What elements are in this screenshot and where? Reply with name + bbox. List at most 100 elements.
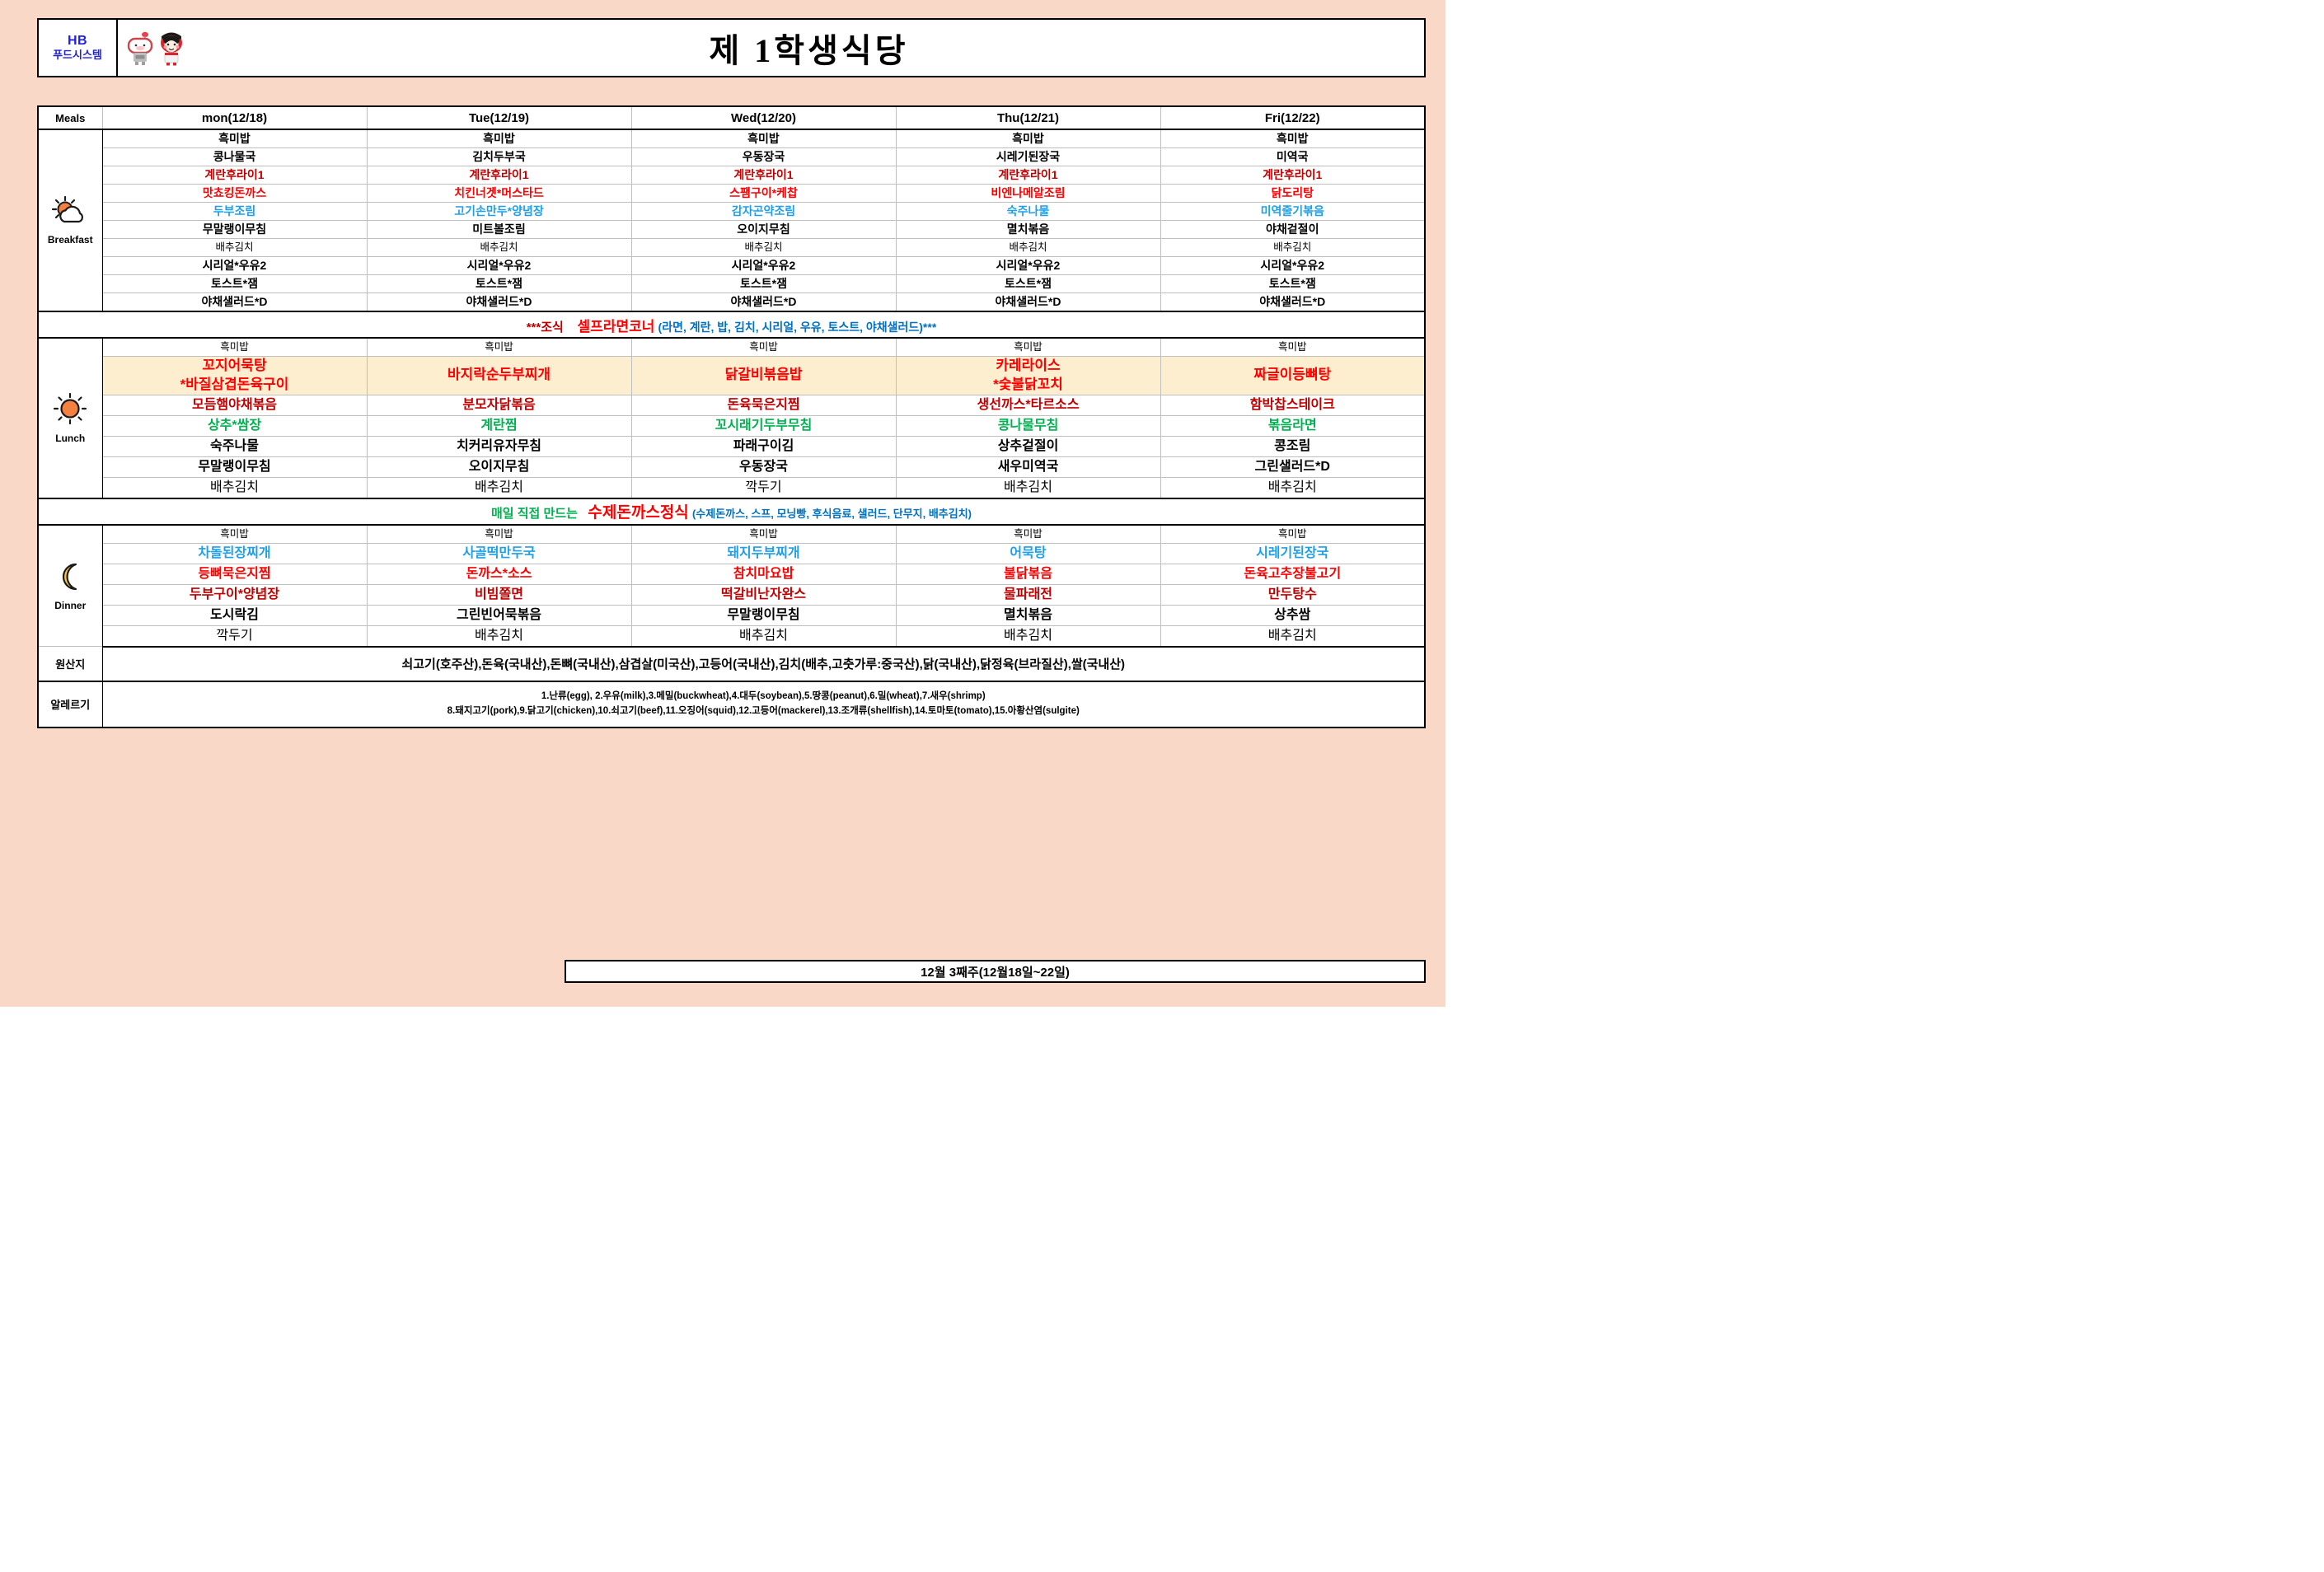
lunch-cell: 상추*쌈장 xyxy=(101,414,368,437)
breakfast-cell: 숙주나물 xyxy=(895,202,1161,221)
breakfast-cell: 흑미밥 xyxy=(630,129,897,148)
lunch-special-line2: *숯불닭꼬치 xyxy=(993,376,1063,392)
self-ramen-banner: ***조식 셀프라면코너 (라면, 계란, 밥, 김치, 시리얼, 우유, 토스… xyxy=(37,311,1426,339)
meal-label-dinner: Dinner xyxy=(37,524,103,648)
lunch-rice-row: Lunch 흑미밥 흑미밥 흑미밥 흑미밥 흑미밥 xyxy=(37,337,1426,499)
dinner-cell: 비빔쫄면 xyxy=(366,583,632,606)
table-header-row: Meals mon(12/18) Tue(12/19) Wed(12/20) T… xyxy=(37,105,1426,130)
lunch-cell: 배추김치 xyxy=(101,476,368,499)
meal-label-breakfast-text: Breakfast xyxy=(47,234,93,246)
brand-logo-hb: HB xyxy=(67,33,88,48)
dinner-cell: 차돌된장찌개 xyxy=(101,542,368,564)
breakfast-cell: 두부조림 xyxy=(101,202,368,221)
breakfast-cell: 야채샐러드*D xyxy=(1160,292,1426,312)
banner-part-a: ***조식 xyxy=(526,320,564,335)
dinner-cell: 흑미밥 xyxy=(630,524,897,544)
breakfast-cell: 콩나물국 xyxy=(101,147,368,166)
lunch-cell: 함박찹스테이크 xyxy=(1160,394,1426,416)
dinner-cell: 깍두기 xyxy=(101,625,368,648)
crescent-moon-icon xyxy=(39,561,102,597)
breakfast-row-8: 토스트*잼 토스트*잼 토스트*잼 토스트*잼 토스트*잼 xyxy=(38,274,1426,293)
breakfast-row-3: 맛쵸킹돈까스 치킨너겟*머스타드 스팸구이*케찹 비엔나메알조림 닭도리탕 xyxy=(38,184,1426,203)
breakfast-cell: 미역줄기볶음 xyxy=(1160,202,1426,221)
banner-part-b: 셀프라면코너 xyxy=(577,318,655,335)
breakfast-cell: 무말랭이무침 xyxy=(101,220,368,239)
dinner-cell: 흑미밥 xyxy=(101,524,368,544)
lunch-cell: 새우미역국 xyxy=(895,456,1161,478)
breakfast-cell: 비엔나메알조림 xyxy=(895,184,1161,203)
dinner-row-5: 깍두기 배추김치 배추김치 배추김치 배추김치 xyxy=(38,625,1426,648)
origin-row: 원산지 쇠고기(호주산),돈육(국내산),돈뼈(국내산),삼겹살(미국산),고등… xyxy=(37,646,1426,682)
week-range-bar: 12월 3째주(12월18일~22일) xyxy=(565,960,1426,983)
breakfast-cell: 토스트*잼 xyxy=(101,274,368,293)
lunch-cell: 파래구이김 xyxy=(630,435,897,457)
breakfast-row-4: 두부조림 고기손만두*양념장 감자곤약조림 숙주나물 미역줄기볶음 xyxy=(38,202,1426,221)
lunch-cell: 상추겉절이 xyxy=(895,435,1161,457)
brand-logo: HB 푸드시스템 xyxy=(39,20,118,76)
breakfast-cell: 계란후라이1 xyxy=(366,166,632,185)
breakfast-cell: 야채샐러드*D xyxy=(630,292,897,312)
page-title: 제 1학생식당 xyxy=(194,20,1424,76)
lunch-cell: 그린샐러드*D xyxy=(1160,456,1426,478)
allergy-line-1: 1.난류(egg), 2.우유(milk),3.메밀(buckwheat),4.… xyxy=(541,691,986,702)
dinner-cell: 떡갈비난자완스 xyxy=(630,583,897,606)
breakfast-cell: 토스트*잼 xyxy=(1160,274,1426,293)
breakfast-cell: 토스트*잼 xyxy=(630,274,897,293)
breakfast-cell: 토스트*잼 xyxy=(895,274,1161,293)
breakfast-cell: 시리얼*우유2 xyxy=(366,256,632,275)
breakfast-cell: 야채겉절이 xyxy=(1160,220,1426,239)
meal-label-lunch: Lunch xyxy=(37,337,103,499)
allergy-label: 알레르기 xyxy=(37,681,103,728)
lunch-rice-cell: 흑미밥 xyxy=(366,337,632,357)
header-day-1: Tue(12/19) xyxy=(366,105,632,130)
lunch-row-1: 상추*쌈장 계란찜 꼬시래기두부무침 콩나물무침 볶음라면 xyxy=(38,414,1426,437)
header-day-2: Wed(12/20) xyxy=(630,105,897,130)
breakfast-row-0: Breakfast 흑미밥 흑미밥 흑미밥 흑미밥 흑미밥 xyxy=(37,129,1426,312)
lunch-special-line2: *바질삼겹돈육구이 xyxy=(180,376,289,392)
dinner-cell: 배추김치 xyxy=(895,625,1161,648)
breakfast-cell: 배추김치 xyxy=(366,238,632,257)
breakfast-cell: 미트볼조림 xyxy=(366,220,632,239)
dinner-cell: 시레기된장국 xyxy=(1160,542,1426,564)
weekly-menu-table: Meals mon(12/18) Tue(12/19) Wed(12/20) T… xyxy=(37,105,1426,728)
mascot-group xyxy=(118,20,194,76)
lunch-cell: 배추김치 xyxy=(1160,476,1426,499)
lunch-row-3: 무말랭이무침 오이지무침 우동장국 새우미역국 그린샐러드*D xyxy=(38,456,1426,478)
lunch-row-4: 배추김치 배추김치 깍두기 배추김치 배추김치 xyxy=(38,476,1426,499)
breakfast-cell: 흑미밥 xyxy=(895,129,1161,148)
breakfast-cell: 흑미밥 xyxy=(366,129,632,148)
breakfast-cell: 치킨너겟*머스타드 xyxy=(366,184,632,203)
allergy-line-2: 8.돼지고기(pork),9.닭고기(chicken),10.쇠고기(beef)… xyxy=(447,705,1080,716)
breakfast-cell: 배추김치 xyxy=(630,238,897,257)
dinner-cell: 도시락김 xyxy=(101,604,368,626)
dinner-cell: 참치마요밥 xyxy=(630,563,897,585)
lunch-special-cell: 꼬지어묵탕 *바질삼겹돈육구이 xyxy=(101,356,368,395)
dinner-cell: 두부구이*양념장 xyxy=(101,583,368,606)
breakfast-cell: 시리얼*우유2 xyxy=(1160,256,1426,275)
breakfast-cell: 배추김치 xyxy=(895,238,1161,257)
breakfast-cell: 야채샐러드*D xyxy=(895,292,1161,312)
breakfast-cell: 맛쵸킹돈까스 xyxy=(101,184,368,203)
lunch-cell: 돈육묵은지찜 xyxy=(630,394,897,416)
dinner-cell: 배추김치 xyxy=(366,625,632,648)
lunch-cell: 배추김치 xyxy=(366,476,632,499)
breakfast-cell: 계란후라이1 xyxy=(1160,166,1426,185)
origin-value: 쇠고기(호주산),돈육(국내산),돈뼈(국내산),삼겹살(미국산),고등어(국내… xyxy=(101,646,1426,682)
dinner-cell: 무말랭이무침 xyxy=(630,604,897,626)
breakfast-row-9: 야채샐러드*D 야채샐러드*D 야채샐러드*D 야채샐러드*D 야채샐러드*D xyxy=(38,292,1426,312)
dinner-cell: 돈까스*소스 xyxy=(366,563,632,585)
dinner-cell: 상추쌈 xyxy=(1160,604,1426,626)
dinner-cell: 멸치볶음 xyxy=(895,604,1161,626)
breakfast-cell: 스팸구이*케찹 xyxy=(630,184,897,203)
meal-label-lunch-text: Lunch xyxy=(55,432,86,444)
handmade-cutlet-banner: 매일 직접 만드는 수제돈까스정식 (수제돈까스, 스프, 모닝빵, 후식음료,… xyxy=(37,497,1426,526)
lunch-cell: 볶음라면 xyxy=(1160,414,1426,437)
lunch-cell: 콩나물무침 xyxy=(895,414,1161,437)
breakfast-cell: 김치두부국 xyxy=(366,147,632,166)
menu-poster: HB 푸드시스템 xyxy=(0,0,1445,1007)
breakfast-cell: 흑미밥 xyxy=(1160,129,1426,148)
lunch-special-cell: 바지락순두부찌개 xyxy=(366,356,632,395)
dinner-cell: 흑미밥 xyxy=(895,524,1161,544)
lunch-cell: 콩조림 xyxy=(1160,435,1426,457)
lunch-rice-cell: 흑미밥 xyxy=(1160,337,1426,357)
